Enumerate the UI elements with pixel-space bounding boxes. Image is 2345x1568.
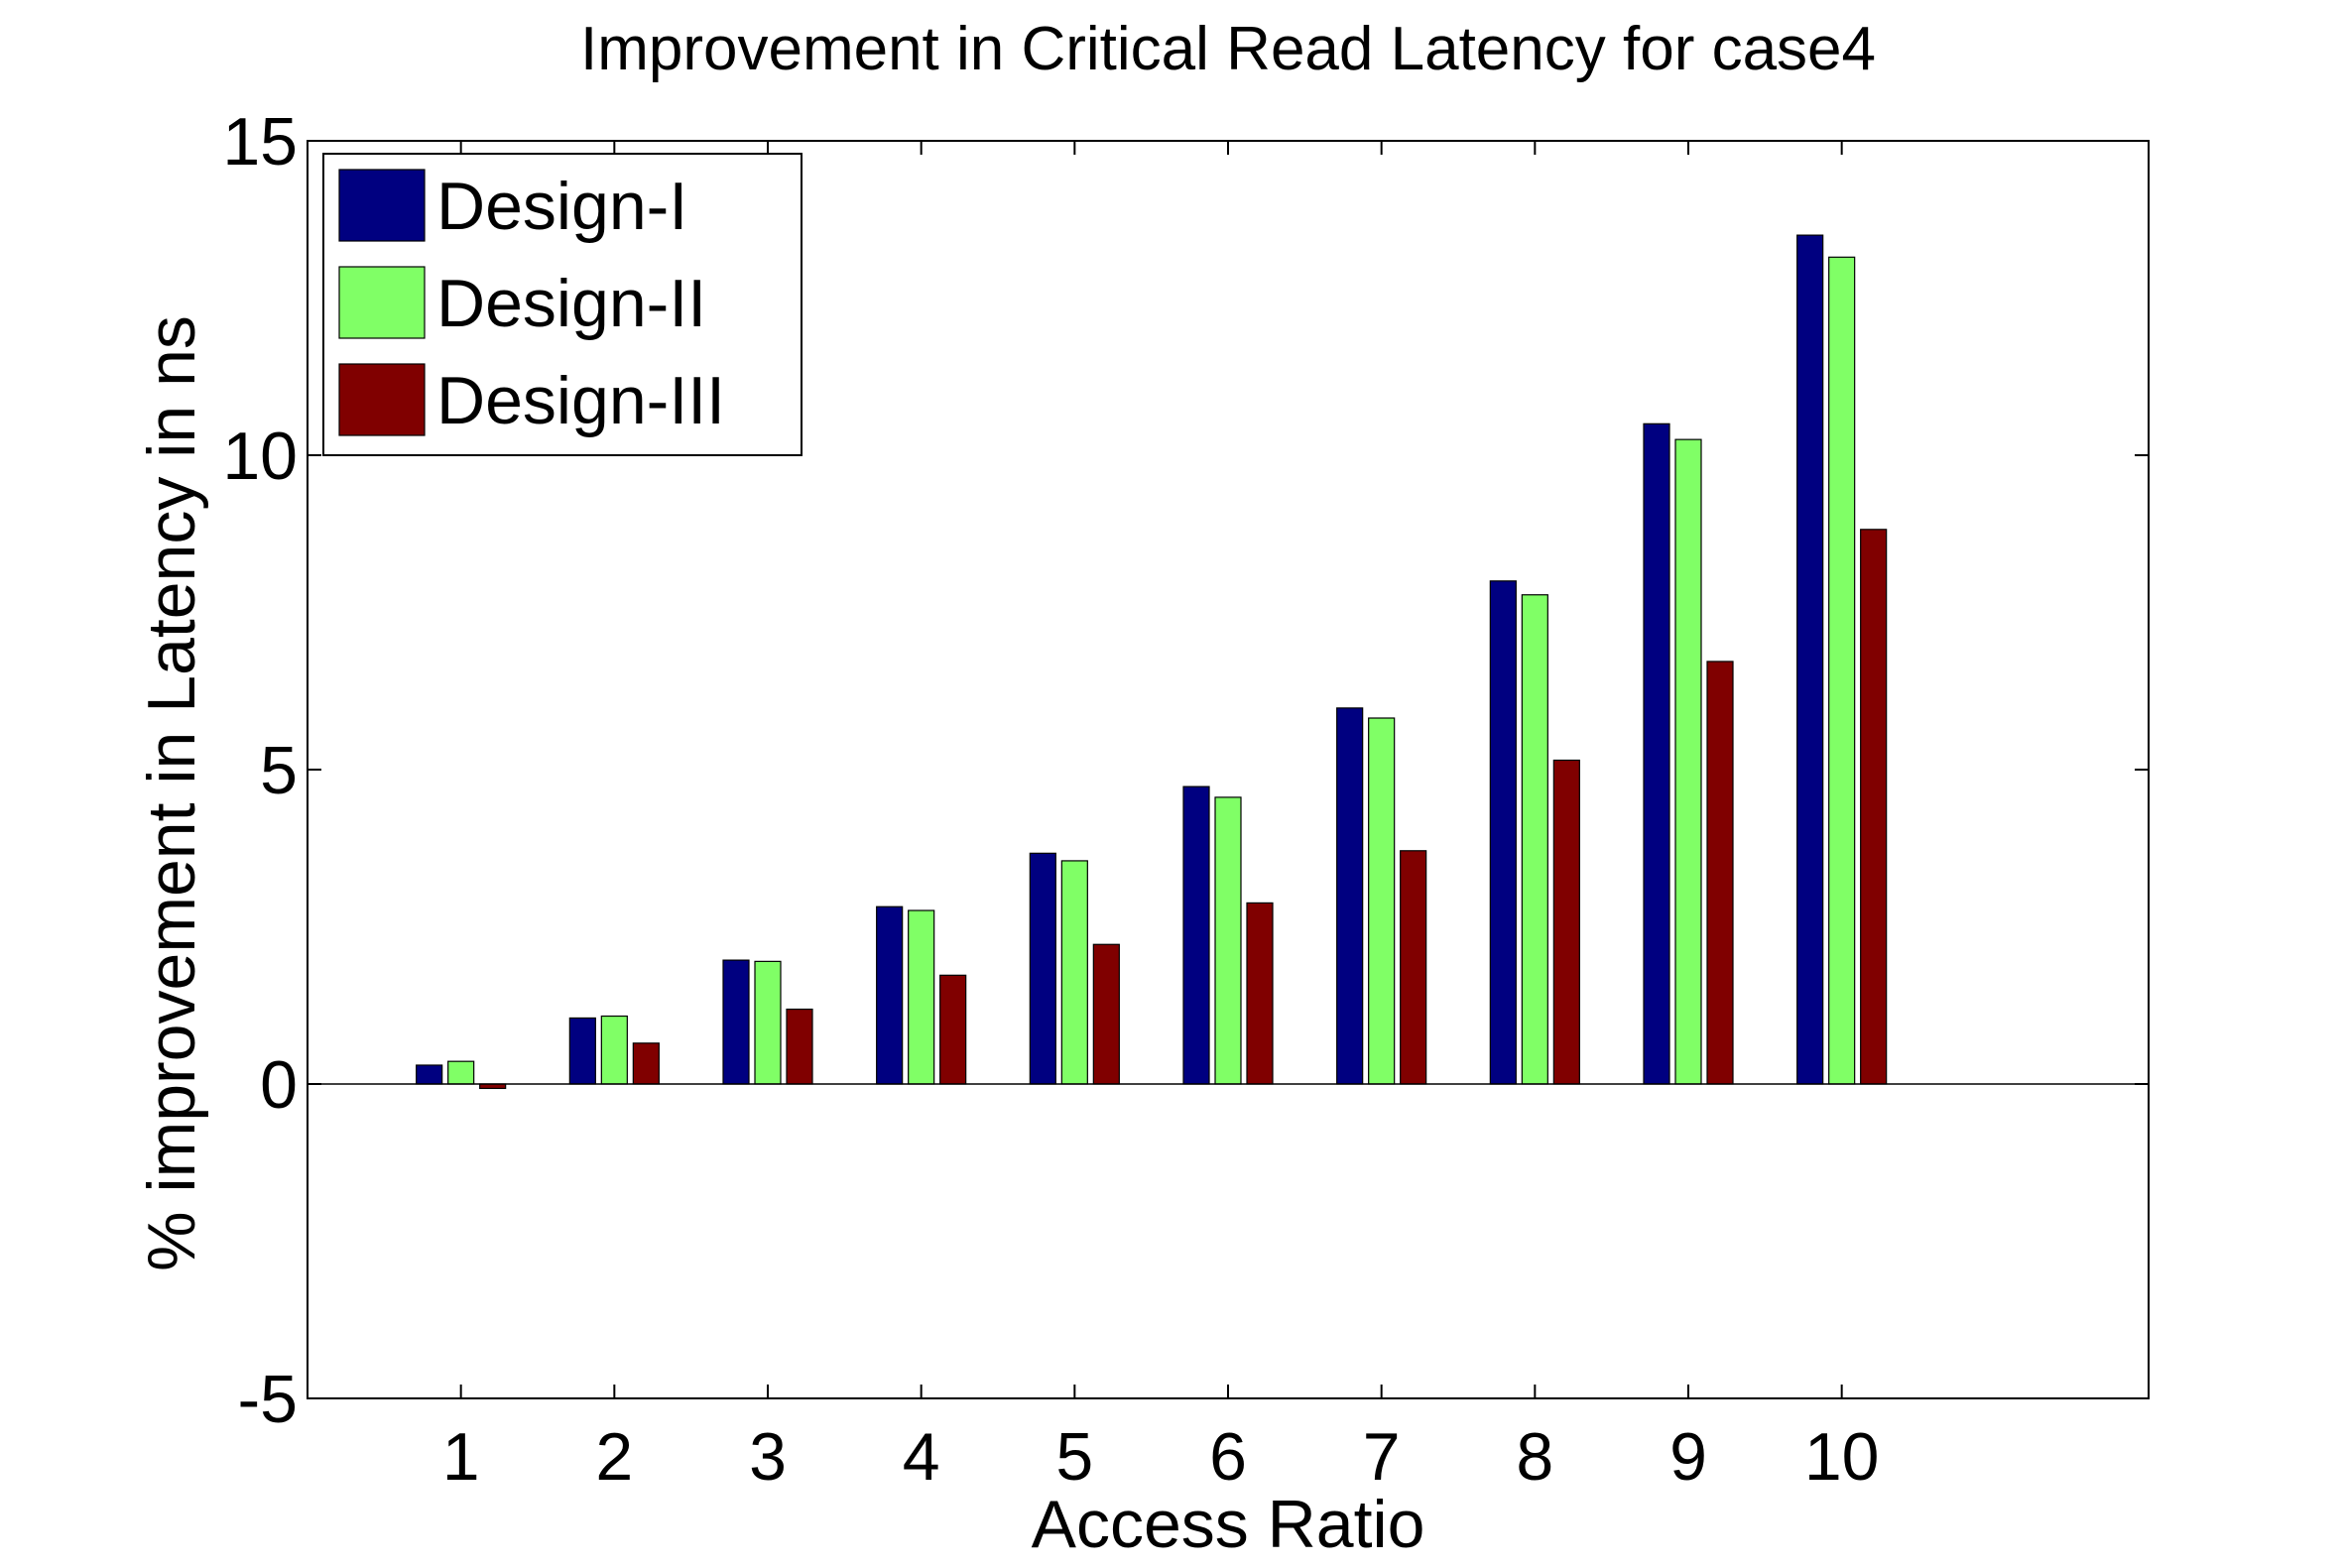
bar-design-iii-5 [1092, 943, 1120, 1085]
legend-label-design-i: Design-I [436, 169, 687, 244]
legend-swatch-design-i [338, 169, 426, 242]
bar-design-i-5 [1029, 852, 1056, 1085]
x-tick-label: 8 [1516, 1419, 1553, 1495]
bar-design-iii-7 [1400, 850, 1427, 1085]
bar-design-iii-9 [1706, 661, 1734, 1085]
bar-design-i-4 [876, 905, 904, 1085]
x-tick-label: 5 [1055, 1419, 1093, 1495]
y-tick-label: 5 [260, 733, 298, 808]
bar-design-iii-4 [939, 974, 967, 1085]
y-tick-label: 10 [222, 419, 298, 494]
x-tick-label: 6 [1209, 1419, 1247, 1495]
bar-design-ii-1 [447, 1060, 475, 1085]
x-tick-label: 9 [1669, 1419, 1707, 1495]
bar-design-i-7 [1336, 707, 1364, 1085]
bar-design-i-3 [722, 959, 750, 1085]
chart-title: Improvement in Critical Read Latency for… [580, 15, 1876, 83]
bar-design-ii-8 [1521, 594, 1548, 1085]
x-tick-label: 7 [1363, 1419, 1401, 1495]
bar-design-iii-3 [786, 1008, 813, 1085]
x-tick-label: 3 [749, 1419, 787, 1495]
bar-design-ii-5 [1060, 860, 1088, 1085]
bar-design-ii-9 [1674, 438, 1702, 1085]
bar-design-i-10 [1796, 234, 1824, 1085]
legend-label-design-iii: Design-III [436, 363, 725, 438]
bar-design-iii-2 [632, 1042, 660, 1085]
bar-design-ii-10 [1828, 256, 1856, 1085]
bar-design-ii-3 [754, 960, 782, 1085]
legend-label-design-ii: Design-II [436, 266, 706, 341]
legend: Design-I Design-II Design-III [322, 153, 802, 456]
y-tick-label: 0 [260, 1047, 298, 1123]
x-axis-label: Access Ratio [1032, 1487, 1425, 1562]
y-tick-label: 15 [222, 104, 298, 180]
y-tick-label: -5 [238, 1362, 298, 1437]
bar-design-ii-6 [1214, 796, 1242, 1085]
bar-design-i-6 [1182, 785, 1210, 1085]
x-tick-label: 4 [903, 1419, 940, 1495]
bar-design-ii-4 [908, 909, 935, 1085]
x-tick-label: 2 [595, 1419, 633, 1495]
bar-design-i-9 [1643, 422, 1670, 1085]
x-tick-label: 1 [442, 1419, 480, 1495]
bar-design-iii-6 [1246, 902, 1274, 1085]
x-tick-label: 10 [1804, 1419, 1880, 1495]
bar-design-ii-2 [600, 1015, 628, 1085]
legend-swatch-design-iii [338, 363, 426, 436]
bar-design-i-1 [416, 1064, 443, 1085]
bar-design-i-2 [568, 1017, 596, 1085]
legend-swatch-design-ii [338, 266, 426, 339]
y-axis-label: % improvement in Latency in ns [134, 315, 209, 1271]
bar-design-iii-8 [1552, 759, 1580, 1085]
bar-design-ii-7 [1368, 717, 1396, 1085]
bar-design-iii-10 [1860, 529, 1888, 1085]
plot-area: -5 0 5 10 15 1 2 3 4 5 6 7 8 9 10 [222, 104, 2150, 1495]
bar-design-i-8 [1489, 580, 1517, 1085]
